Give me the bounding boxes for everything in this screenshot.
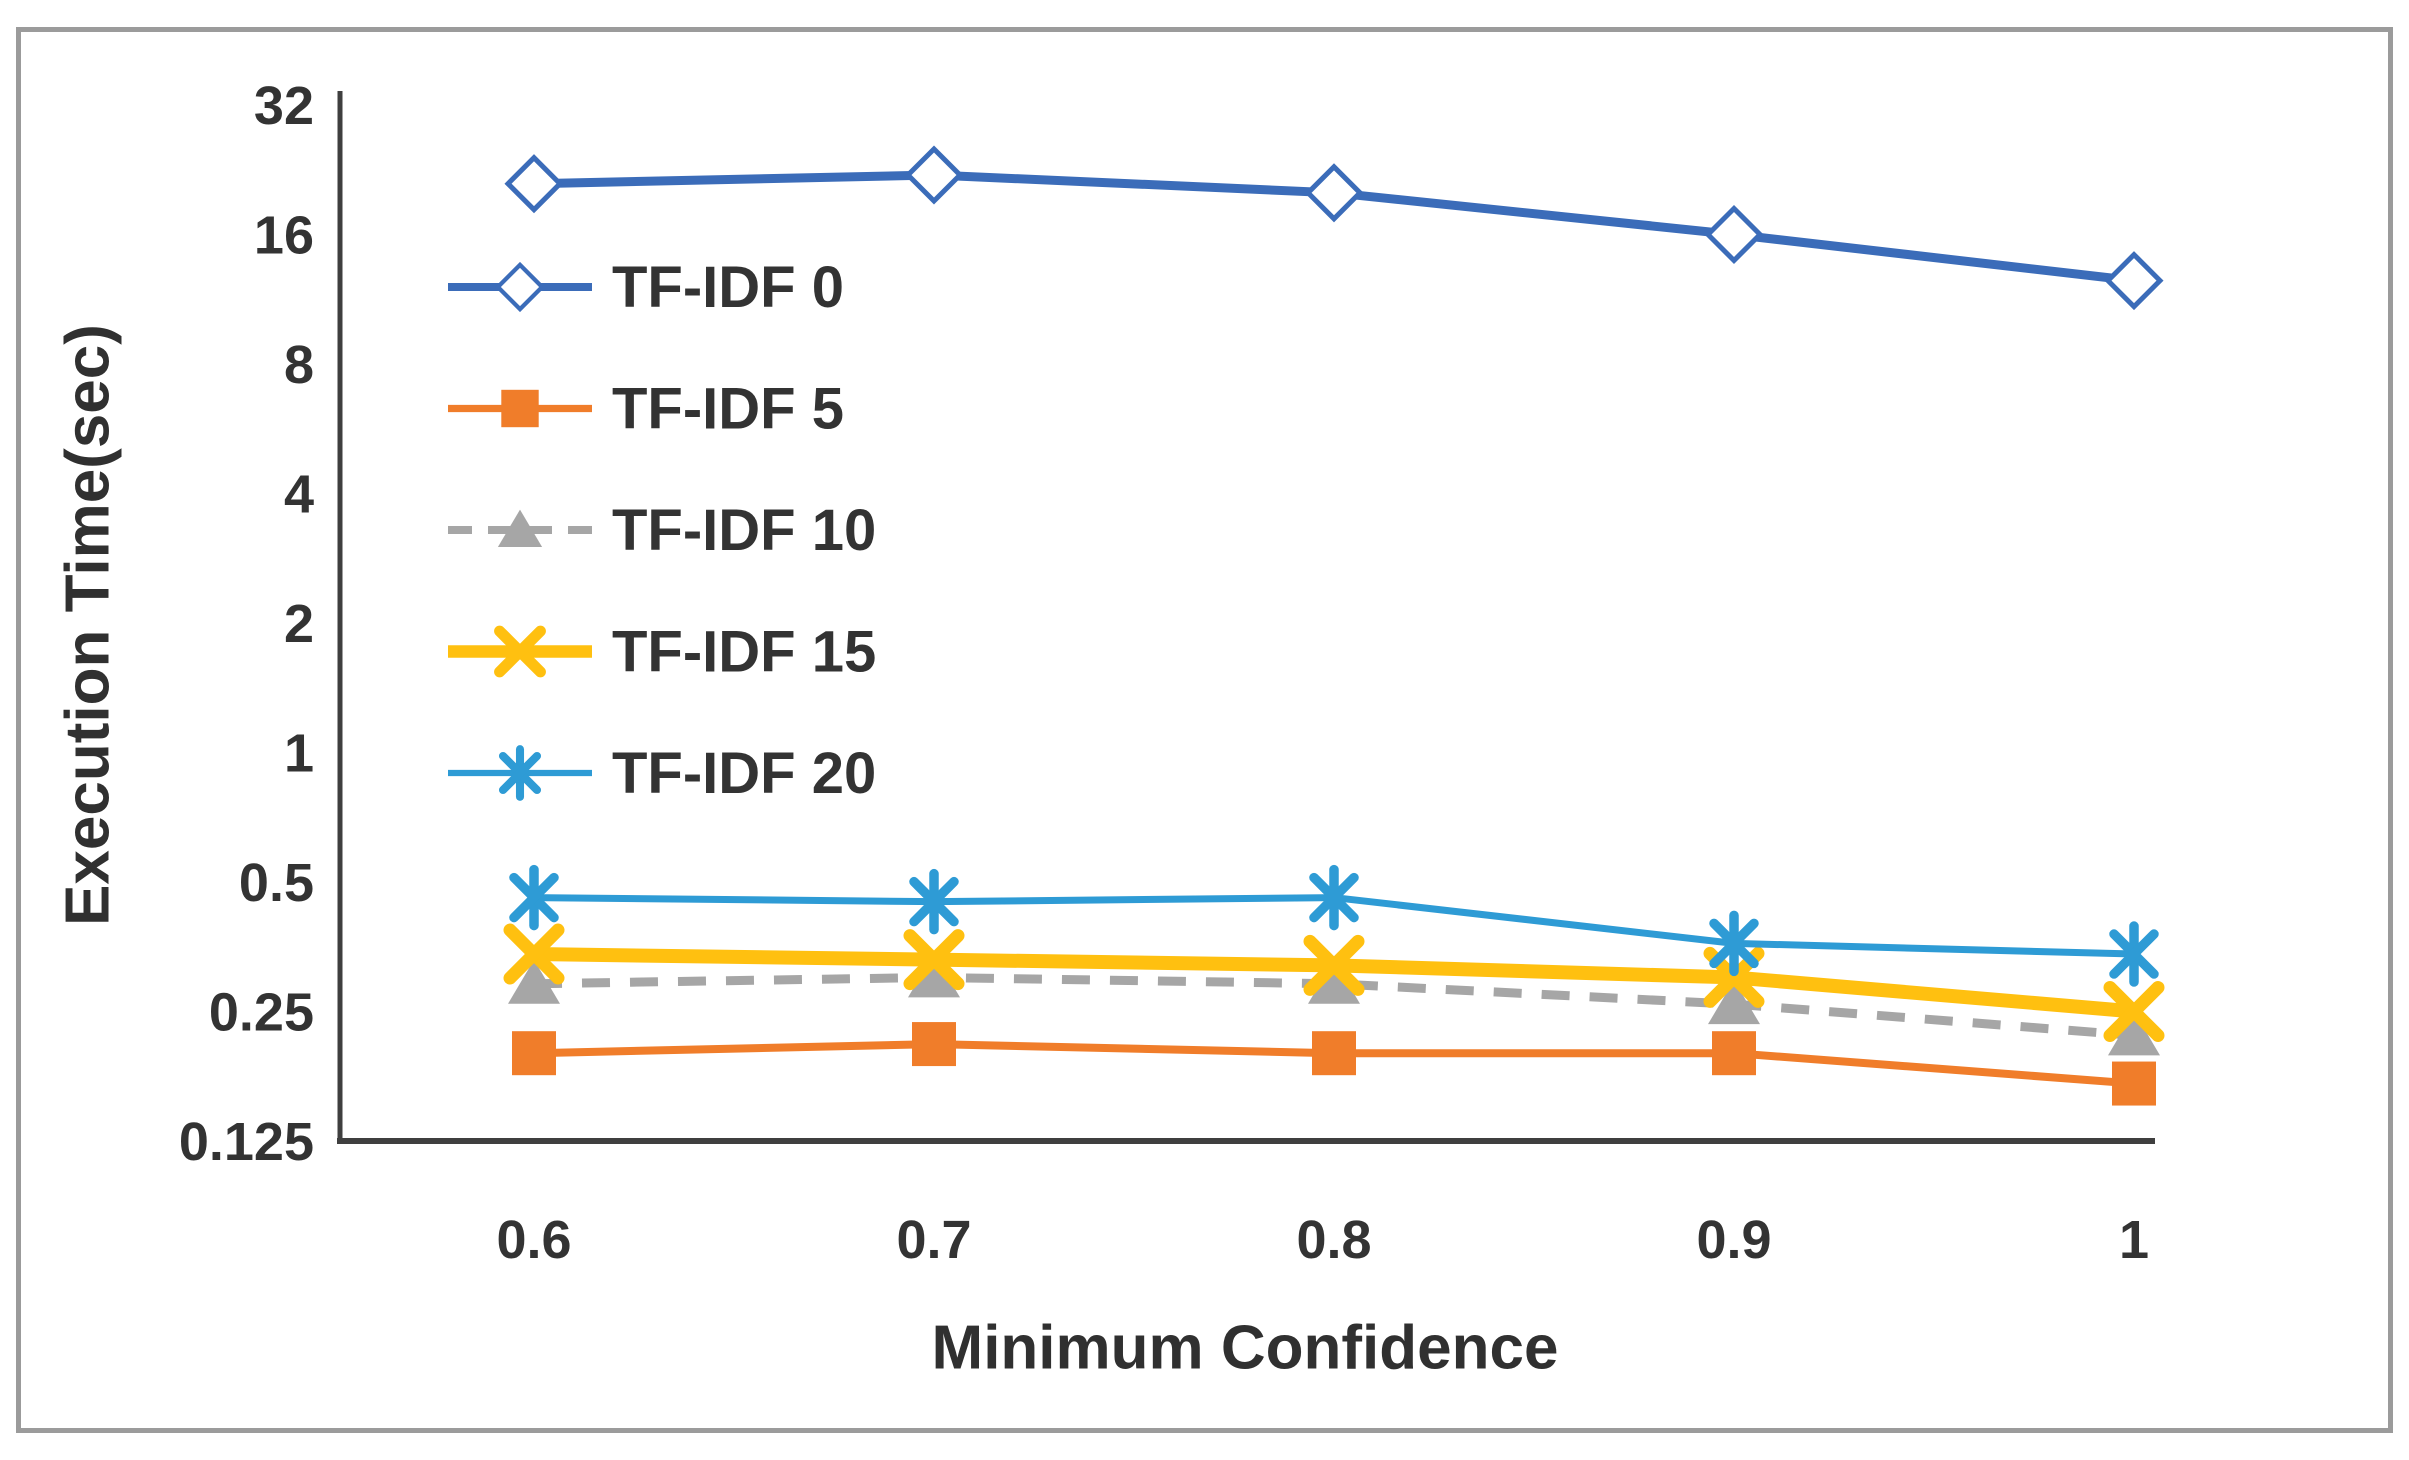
data-point-marker bbox=[1704, 204, 1764, 265]
legend-label: TF-IDF 5 bbox=[612, 377, 844, 442]
legend-marker bbox=[498, 745, 542, 801]
data-point-marker bbox=[2104, 251, 2164, 311]
data-point-marker bbox=[508, 959, 560, 1004]
data-point-marker bbox=[1309, 864, 1359, 931]
y-tick-label: 4 bbox=[284, 465, 314, 525]
data-point-marker bbox=[1308, 959, 1360, 1004]
data-point-marker bbox=[1712, 1031, 1756, 1076]
y-tick-label: 32 bbox=[254, 76, 314, 136]
y-tick-label: 0.25 bbox=[209, 983, 314, 1043]
legend-item: TF-IDF 15 bbox=[448, 620, 876, 685]
y-tick-label: 0.5 bbox=[239, 853, 314, 913]
x-tick-label: 0.7 bbox=[896, 1210, 971, 1270]
data-point-marker bbox=[512, 1031, 556, 1076]
y-axis-title: Execution Time(sec) bbox=[53, 324, 123, 926]
x-tick-label: 0.6 bbox=[496, 1210, 571, 1270]
legend-label: TF-IDF 20 bbox=[612, 741, 876, 806]
legend-label: TF-IDF 15 bbox=[612, 620, 876, 685]
series-line bbox=[533, 972, 2135, 1040]
data-point-marker bbox=[2103, 981, 2165, 1042]
data-point-marker bbox=[1304, 163, 1364, 223]
data-point-marker bbox=[2112, 1061, 2156, 1106]
chart-border bbox=[16, 27, 2393, 1433]
legend-label: TF-IDF 0 bbox=[612, 255, 844, 320]
y-tick-label: 1 bbox=[284, 724, 314, 784]
legend-item: TF-IDF 0 bbox=[448, 255, 844, 320]
data-point-marker bbox=[908, 953, 960, 998]
data-point-marker bbox=[1312, 1031, 1356, 1076]
y-tick-label: 8 bbox=[284, 335, 314, 395]
legend-label: TF-IDF 10 bbox=[612, 498, 876, 563]
data-point-marker bbox=[909, 868, 959, 935]
data-point-marker bbox=[509, 864, 559, 931]
x-tick-label: 0.9 bbox=[1696, 1210, 1771, 1270]
data-point-marker bbox=[2109, 921, 2159, 987]
legend-marker bbox=[501, 389, 539, 428]
legend-marker bbox=[497, 509, 543, 547]
data-point-marker bbox=[504, 154, 564, 214]
x-tick-label: 0.8 bbox=[1296, 1210, 1371, 1270]
y-tick-label: 16 bbox=[254, 206, 314, 266]
legend-item: TF-IDF 20 bbox=[448, 741, 876, 806]
data-point-marker bbox=[903, 929, 965, 991]
data-point-marker bbox=[1303, 934, 1365, 996]
y-tick-label: 0.125 bbox=[179, 1112, 314, 1172]
legend-marker bbox=[494, 261, 546, 313]
data-point-marker bbox=[2108, 1011, 2160, 1056]
legend-item: TF-IDF 5 bbox=[448, 377, 844, 442]
legend-marker bbox=[494, 625, 546, 678]
data-point-marker bbox=[503, 923, 565, 985]
data-point-marker bbox=[904, 145, 964, 205]
data-point-marker bbox=[1708, 980, 1760, 1025]
x-tick-label: 1 bbox=[2119, 1210, 2149, 1270]
data-point-marker bbox=[912, 1022, 956, 1067]
x-axis-title: Minimum Confidence bbox=[931, 1313, 1559, 1383]
data-point-marker bbox=[1709, 910, 1759, 977]
y-tick-label: 2 bbox=[284, 594, 314, 654]
legend-item: TF-IDF 10 bbox=[448, 498, 876, 563]
